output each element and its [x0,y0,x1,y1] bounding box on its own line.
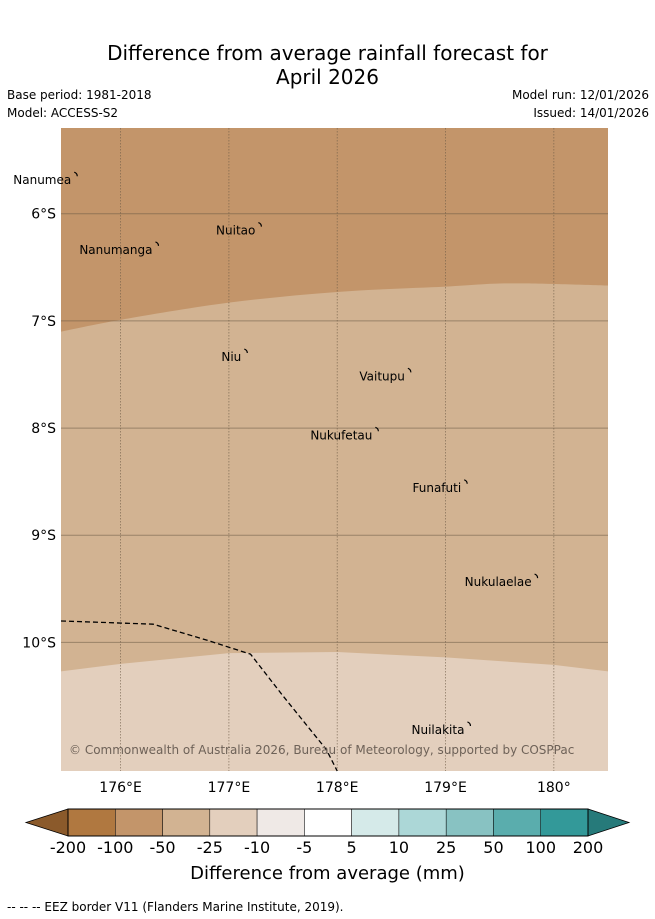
lon-tick-label: 177°E [208,780,251,796]
colorbar-extend-high [587,808,631,837]
lon-tick-label: 176°E [99,780,142,796]
island-outline [258,222,262,227]
place-label: Funafuti [413,481,462,495]
colorbar-swatch [445,808,494,837]
title-line-2: April 2026 [276,65,379,89]
lon-tick-label: 180° [537,780,571,796]
colorbar-swatch [304,808,352,837]
colorbar-tick-label: -25 [197,838,223,857]
issued-date: Issued: 14/01/2026 [533,106,649,120]
place-label: Nanumanga [79,243,152,257]
colorbar-swatch [67,808,116,837]
island-outline [74,171,78,177]
lat-tick-label: 7°S [31,314,56,330]
colorbar-tick-label: -100 [97,838,133,857]
model-run: Model run: 12/01/2026 [511,88,649,102]
place-label: Nuitao [216,224,255,238]
colorbar-tick-label: -50 [149,838,175,857]
rain-region-minus50-to-minus25 [61,128,608,332]
colorbar-swatch [256,808,305,837]
lon-tick-label: 179°E [424,780,467,796]
colorbar-tick-label: 10 [389,838,409,857]
colorbar-tick-label: -200 [50,838,86,857]
colorbar-swatch [162,808,211,837]
colorbar-tick-label: 100 [525,838,556,857]
island-outline [375,426,379,432]
colorbar-tick-label: -5 [296,838,312,857]
colorbar-swatch [493,808,541,837]
base-period: Base period: 1981-2018 [7,88,152,102]
colorbar-title: Difference from average (mm) [190,863,465,884]
place-label: Niu [221,350,241,364]
lon-tick-label: 178°E [316,780,359,796]
colorbar-extend-low [24,808,69,837]
island-outline [155,241,160,246]
colorbar-swatch [398,808,447,837]
place-label: Nuilakita [411,723,464,737]
place-label: Nukufetau [310,428,372,442]
colorbar-tick-label: 25 [436,838,456,857]
lat-tick-label: 6°S [31,207,56,223]
colorbar-swatch [540,808,589,837]
lat-tick-label: 9°S [31,528,56,544]
island-outline [244,348,248,354]
colorbar-tick-label: 5 [347,838,357,857]
eez-footnote: -- -- -- EEZ border V11 (Flanders Marine… [7,900,344,914]
place-label: Vaitupu [359,369,405,383]
place-label: Nukulaelae [465,575,532,589]
colorbar-frame [67,808,589,837]
copyright-text: © Commonwealth of Australia 2026, Bureau… [69,743,574,757]
place-label: Nanumea [13,173,71,187]
island-outline [407,367,412,373]
model-name: Model: ACCESS-S2 [7,106,119,120]
colorbar-swatch [209,808,258,837]
lat-tick-label: 10°S [22,635,56,651]
island-outline [467,721,472,727]
lat-tick-label: 8°S [31,421,56,437]
colorbar-tick-label: -10 [244,838,270,857]
colorbar-tick-label: 200 [573,838,604,857]
colorbar-swatch [115,808,163,837]
island-outline [463,479,468,484]
colorbar-swatch [351,808,400,837]
island-outline [534,573,539,579]
colorbar-tick-label: 50 [483,838,503,857]
title-line-1: Difference from average rainfall forecas… [107,41,548,65]
eez-border-line [60,620,338,772]
